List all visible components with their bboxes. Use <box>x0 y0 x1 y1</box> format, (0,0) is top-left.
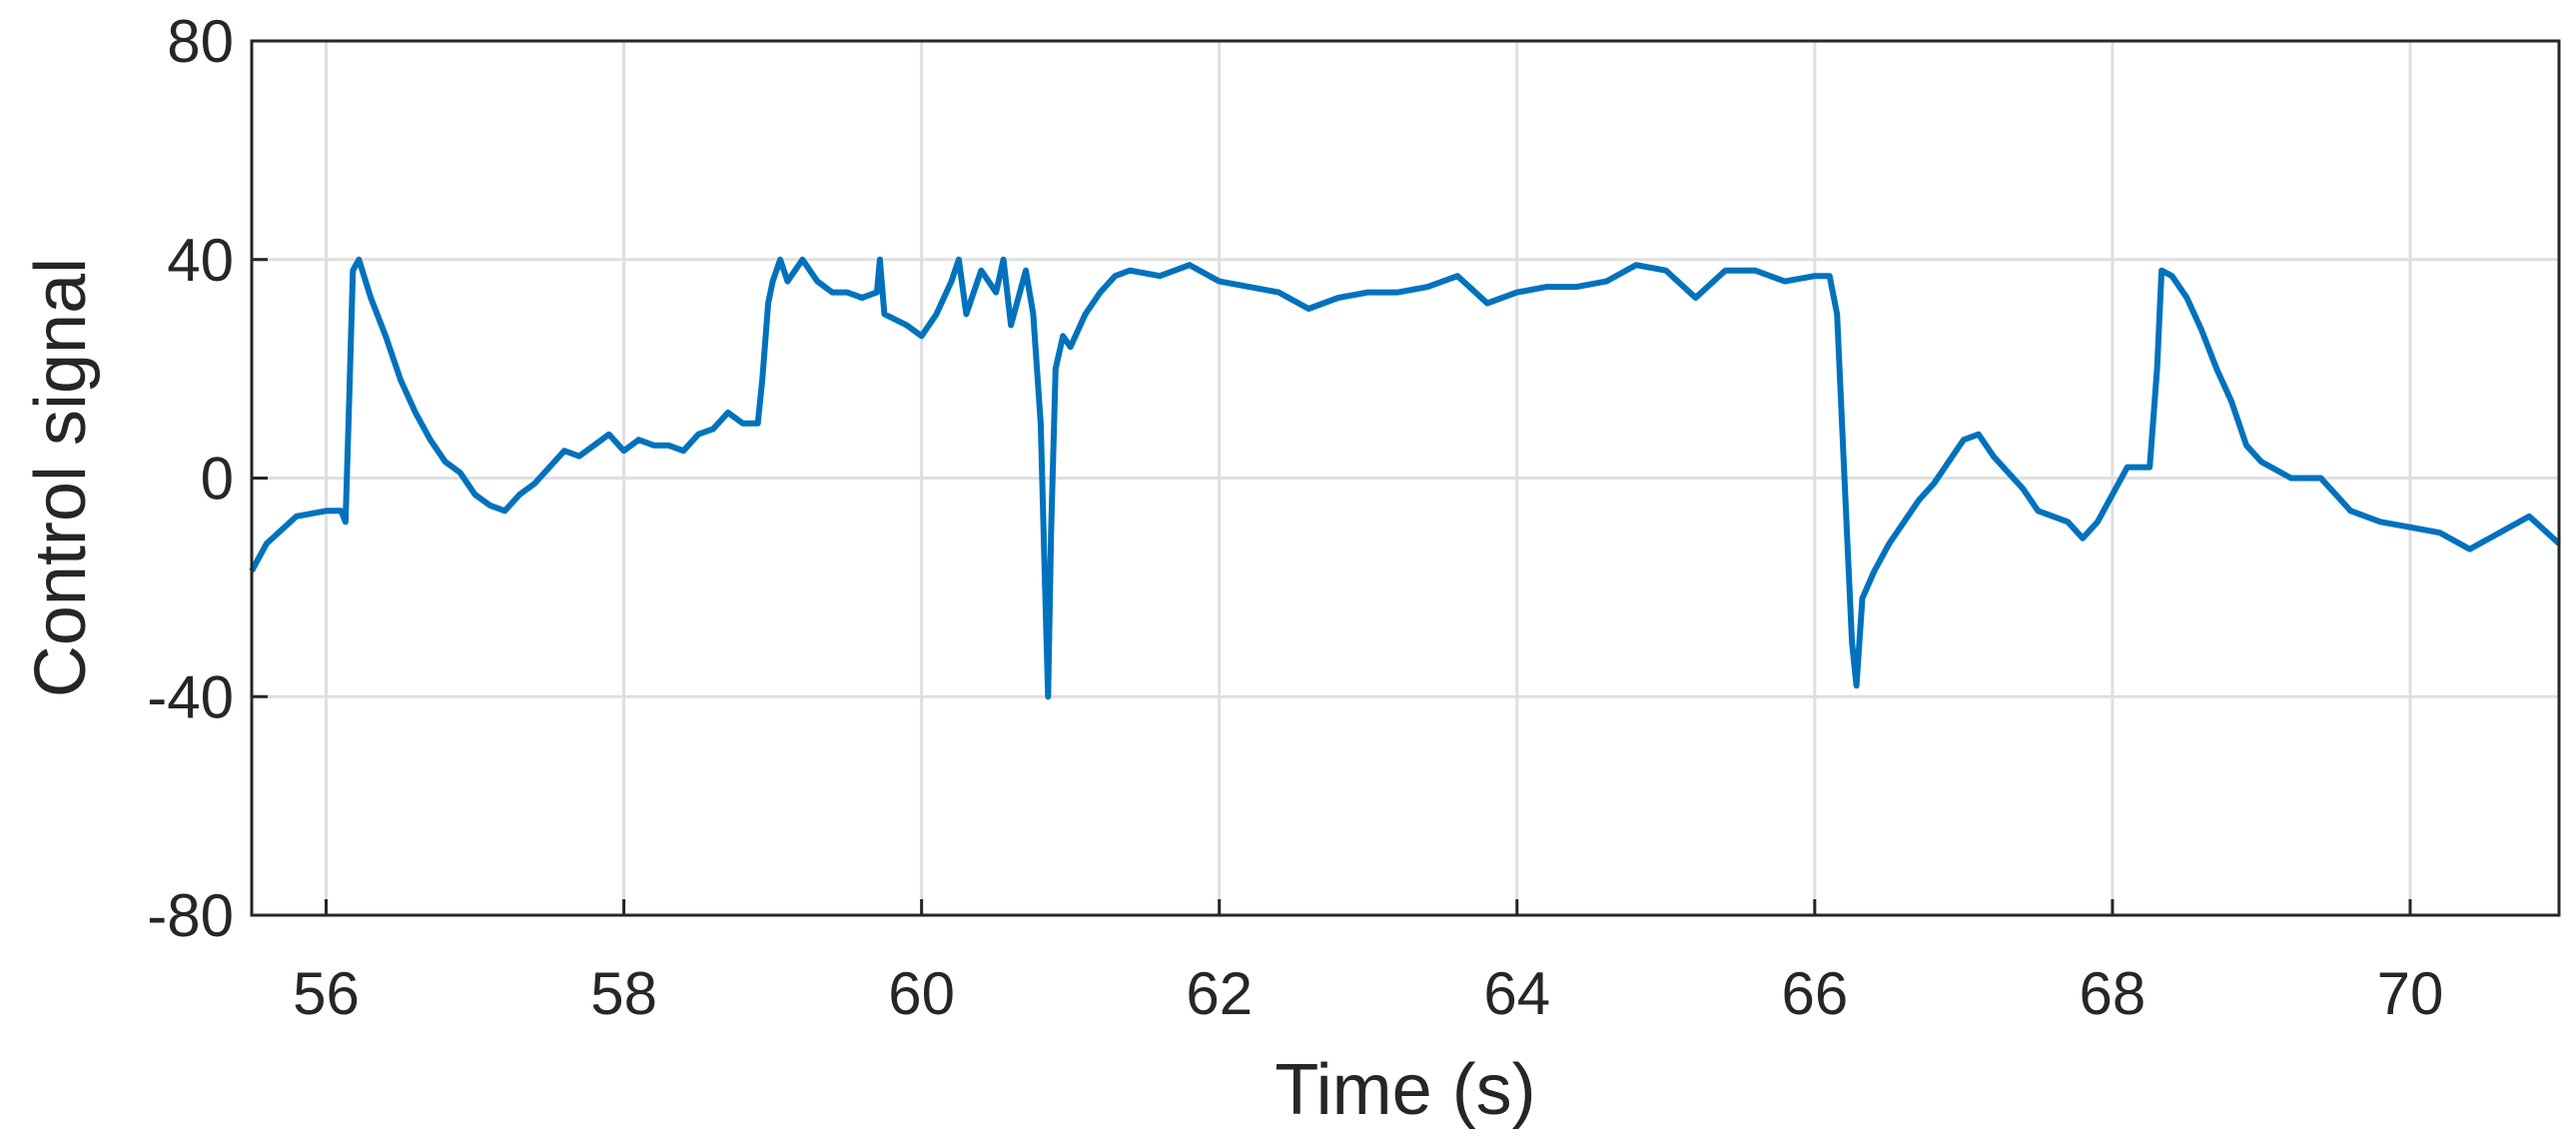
x-tick-label: 68 <box>2080 960 2147 1027</box>
x-tick-label: 66 <box>1781 960 1848 1027</box>
x-tick-label: 60 <box>888 960 955 1027</box>
plot-frame <box>250 39 2561 917</box>
x-axis-label: Time (s) <box>1275 1050 1535 1130</box>
y-tick-label: 0 <box>201 446 234 513</box>
data-line <box>249 256 2562 700</box>
y-tick-label: 80 <box>167 8 234 75</box>
x-tick-label: 64 <box>1483 960 1550 1027</box>
x-tick-label: 58 <box>590 960 657 1027</box>
x-tick-label: 56 <box>293 960 360 1027</box>
x-tick-label: 70 <box>2377 960 2444 1027</box>
y-tick-label: -40 <box>147 663 234 730</box>
y-tick-label: 40 <box>167 227 234 294</box>
y-tick-label: -80 <box>147 882 234 949</box>
y-axis-label: Control signal <box>21 258 101 697</box>
x-tick-label: 62 <box>1186 960 1253 1027</box>
